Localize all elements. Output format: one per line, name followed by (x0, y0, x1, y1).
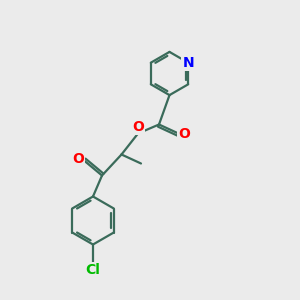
Text: Cl: Cl (85, 263, 100, 277)
Text: O: O (72, 152, 84, 166)
Text: O: O (132, 120, 144, 134)
Text: N: N (182, 56, 194, 70)
Text: O: O (178, 127, 190, 140)
